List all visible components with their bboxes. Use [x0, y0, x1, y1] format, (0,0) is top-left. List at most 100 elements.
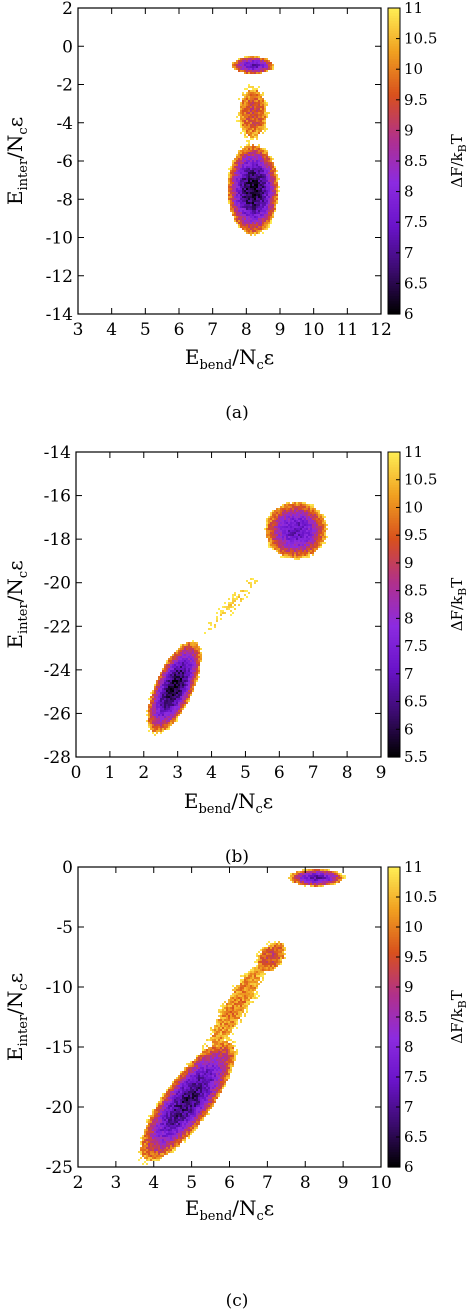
- heatmap-cell: [142, 1147, 144, 1149]
- heatmap-cell: [294, 528, 296, 530]
- heatmap-cell: [222, 1067, 224, 1069]
- heatmap-cell: [180, 1093, 182, 1095]
- heatmap-cell: [298, 554, 300, 556]
- heatmap-cell: [182, 1137, 184, 1139]
- colorbar-tick-label: 7: [404, 244, 414, 262]
- heatmap-cell: [246, 164, 248, 166]
- heatmap-cell: [176, 680, 178, 682]
- heatmap-cell: [198, 1113, 200, 1115]
- heatmap-cell: [206, 1073, 208, 1075]
- heatmap-cell: [254, 150, 256, 152]
- heatmap-cell: [228, 200, 230, 202]
- heatmap-cell: [220, 1055, 222, 1057]
- heatmap-cell: [292, 552, 294, 554]
- heatmap-cell: [188, 690, 190, 692]
- colorbar-segment: [388, 525, 400, 529]
- heatmap-cell: [162, 1103, 164, 1105]
- heatmap-cell: [242, 218, 244, 220]
- heatmap-cell: [290, 528, 292, 530]
- heatmap-cell: [258, 208, 260, 210]
- heatmap-cell: [224, 1023, 226, 1025]
- heatmap-cell: [200, 1099, 202, 1101]
- heatmap-cell: [274, 536, 276, 538]
- heatmap-cell: [206, 1081, 208, 1083]
- heatmap-cell: [288, 524, 290, 526]
- heatmap-cell: [256, 88, 258, 90]
- heatmap-cell: [220, 1047, 222, 1049]
- heatmap-cell: [264, 216, 266, 218]
- heatmap-cell: [176, 708, 178, 710]
- heatmap-cell: [170, 1131, 172, 1133]
- heatmap-cell: [258, 230, 260, 232]
- heatmap-cell: [262, 206, 264, 208]
- heatmap-cell: [238, 70, 240, 72]
- colorbar-segment: [388, 56, 400, 60]
- heatmap-cell: [246, 212, 248, 214]
- heatmap-cell: [274, 182, 276, 184]
- heatmap-cell: [268, 522, 270, 524]
- heatmap-cell: [148, 722, 150, 724]
- heatmap-cell: [172, 696, 174, 698]
- heatmap-cell: [276, 190, 278, 192]
- heatmap-cell: [230, 206, 232, 208]
- heatmap-cell: [250, 90, 252, 92]
- heatmap-cell: [298, 514, 300, 516]
- heatmap-cell: [260, 126, 262, 128]
- heatmap-cell: [160, 1099, 162, 1101]
- heatmap-cell: [238, 174, 240, 176]
- heatmap-cell: [178, 686, 180, 688]
- heatmap-cell: [296, 530, 298, 532]
- heatmap-cell: [252, 90, 254, 92]
- heatmap-cell: [226, 1031, 228, 1033]
- heatmap-cell: [152, 730, 154, 732]
- heatmap-cell: [254, 66, 256, 68]
- heatmap-cell: [190, 1129, 192, 1131]
- heatmap-cell: [302, 518, 304, 520]
- heatmap-cell: [212, 1047, 214, 1049]
- colorbar-segment: [388, 604, 400, 608]
- heatmap-cell: [158, 680, 160, 682]
- heatmap-cell: [210, 1089, 212, 1091]
- heatmap-cell: [246, 182, 248, 184]
- heatmap-cell: [170, 1087, 172, 1089]
- heatmap-cell: [296, 506, 298, 508]
- heatmap-cell: [264, 130, 266, 132]
- heatmap-cell: [250, 102, 252, 104]
- heatmap-cell: [158, 702, 160, 704]
- heatmap-cell: [158, 1147, 160, 1149]
- heatmap-cell: [288, 542, 290, 544]
- heatmap-cell: [240, 598, 242, 600]
- heatmap-cell: [240, 590, 242, 592]
- heatmap-cell: [190, 692, 192, 694]
- heatmap-cell: [236, 1017, 238, 1019]
- heatmap-cell: [234, 1001, 236, 1003]
- heatmap-cell: [238, 218, 240, 220]
- heatmap-cell: [160, 730, 162, 732]
- heatmap-cell: [174, 700, 176, 702]
- heatmap-cell: [224, 1015, 226, 1017]
- heatmap-cell: [286, 504, 288, 506]
- heatmap-cell: [164, 1153, 166, 1155]
- heatmap-cell: [184, 660, 186, 662]
- heatmap-cell: [152, 1145, 154, 1147]
- heatmap-cell: [250, 68, 252, 70]
- colorbar-segment: [388, 273, 400, 277]
- heatmap-cell: [148, 724, 150, 726]
- heatmap-cell: [180, 708, 182, 710]
- heatmap-cell: [170, 722, 172, 724]
- heatmap-cell: [154, 1121, 156, 1123]
- heatmap-cell: [192, 1081, 194, 1083]
- heatmap-cell: [192, 690, 194, 692]
- heatmap-cell: [246, 62, 248, 64]
- heatmap-cell: [192, 654, 194, 656]
- heatmap-cell: [156, 1117, 158, 1119]
- heatmap-cell: [204, 1053, 206, 1055]
- heatmap-cell: [168, 714, 170, 716]
- heatmap-cell: [158, 1135, 160, 1137]
- heatmap-cell: [168, 1113, 170, 1115]
- heatmap-cell: [228, 194, 230, 196]
- heatmap-cell: [192, 1113, 194, 1115]
- heatmap-cell: [168, 676, 170, 678]
- heatmap-cell: [300, 514, 302, 516]
- heatmap-cell: [270, 176, 272, 178]
